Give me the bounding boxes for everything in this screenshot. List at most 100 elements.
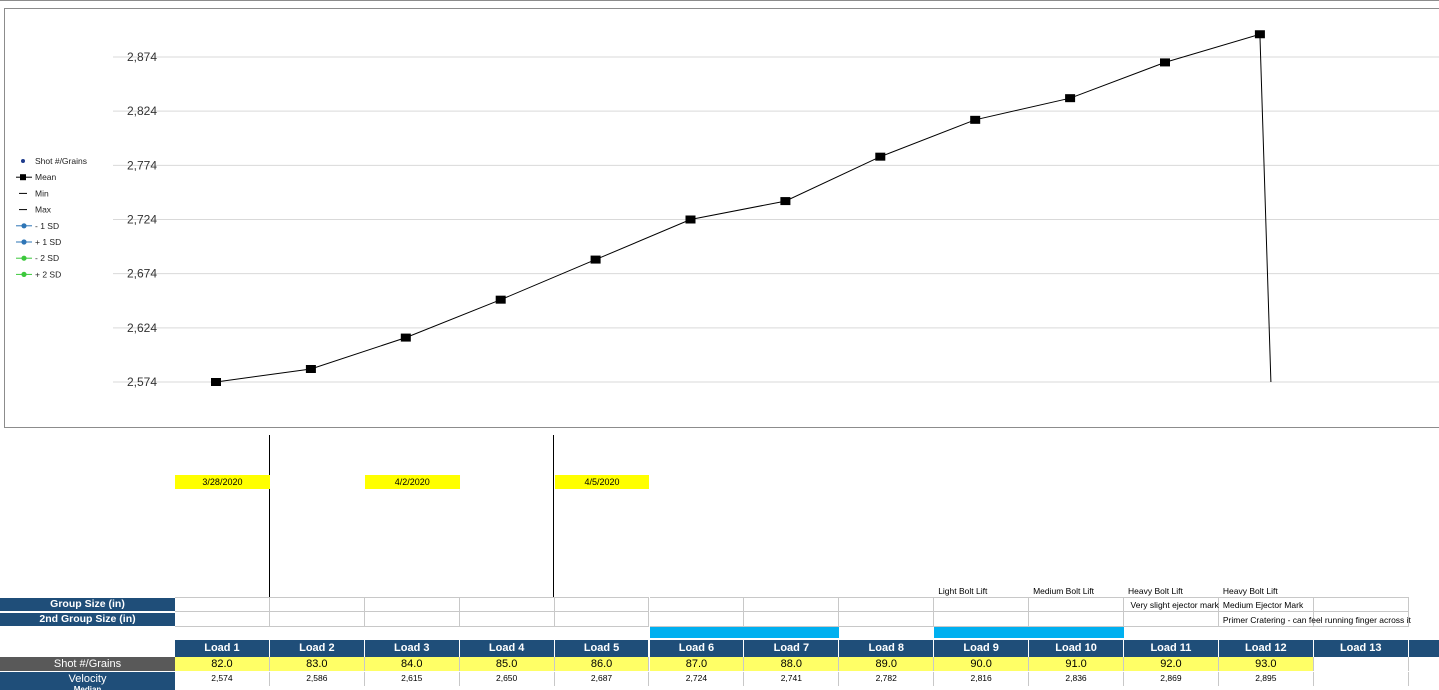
velocity-cell: 2,724 <box>650 672 745 686</box>
legend-label: Mean <box>35 172 57 182</box>
mean-point <box>970 115 981 124</box>
group-size-cell <box>649 597 745 612</box>
group-size-cell <box>175 597 270 612</box>
group-size-cell <box>744 597 840 612</box>
load-header: Load 8 <box>839 640 935 657</box>
load-header: L <box>1408 640 1439 657</box>
load-header: Load 4 <box>459 640 555 657</box>
y-tick-label: 2,724 <box>127 213 157 227</box>
group-size-cell <box>1313 597 1409 612</box>
load-header: Load 13 <box>1313 640 1409 657</box>
group-size-2-cell <box>554 612 650 627</box>
load-header: Load 12 <box>1218 640 1314 657</box>
legend-marker-dot <box>21 159 25 163</box>
group-size-2-cell <box>364 612 460 627</box>
grain-cell: 88.0 <box>744 657 840 671</box>
grain-cell: 92.0 <box>1124 657 1219 671</box>
legend-marker-circle <box>21 223 27 229</box>
grain-cell: 87.0 <box>649 657 745 671</box>
grain-cell <box>1313 657 1409 671</box>
group-size-cell <box>839 597 935 612</box>
mean-point <box>400 333 411 342</box>
grain-cell: 85.0 <box>459 657 555 671</box>
velocity-cell: 2,650 <box>460 672 555 686</box>
row-label-velocity: Velocity <box>0 672 175 686</box>
load-header: Load 3 <box>364 640 460 657</box>
velocity-cell: 2,615 <box>365 672 460 686</box>
mean-series-line <box>215 33 1272 383</box>
legend-label: - 1 SD <box>35 221 59 231</box>
velocity-cell <box>1314 672 1409 686</box>
group-size-cell <box>364 597 460 612</box>
velocity-cell <box>1409 672 1439 686</box>
date-cell: 4/2/2020 <box>364 475 460 489</box>
column-divider <box>553 435 554 597</box>
velocity-cell: 2,836 <box>1029 672 1124 686</box>
group-size-2-cell <box>934 612 1030 627</box>
mean-point <box>1254 30 1265 39</box>
date-cell: 4/5/2020 <box>554 475 650 489</box>
mean-point <box>211 378 221 386</box>
mean-point <box>590 255 601 264</box>
group-size-2-cell <box>175 612 270 627</box>
group-size-cell <box>1029 597 1124 612</box>
load-header: Load 11 <box>1124 640 1219 657</box>
group-size-2-cell <box>1218 612 1314 627</box>
note-text: Heavy Bolt Lift <box>1128 586 1183 596</box>
group-size-2-cell <box>1029 612 1124 627</box>
legend-marker-circle <box>21 255 27 261</box>
highlight-bar <box>649 627 840 638</box>
legend-marker-circle <box>21 239 27 245</box>
column-divider <box>269 435 270 597</box>
velocity-cell: 2,586 <box>270 672 365 686</box>
legend-label: + 1 SD <box>35 237 61 247</box>
grain-cell: 89.0 <box>839 657 935 671</box>
note-text: Primer Cratering - can feel running fing… <box>1222 615 1411 625</box>
group-size-cell <box>1218 597 1314 612</box>
y-tick-label: 2,774 <box>127 158 157 172</box>
row-label-group-size: Group Size (in) <box>0 598 175 611</box>
note-text: Light Bolt Lift <box>938 586 988 596</box>
load-header: Load 10 <box>1029 640 1124 657</box>
note-text: Medium Bolt Lift <box>1033 586 1095 596</box>
group-size-2-cell <box>649 612 745 627</box>
load-header: Load 5 <box>554 640 650 657</box>
mean-point <box>1160 58 1170 67</box>
legend-label: + 2 SD <box>35 269 61 279</box>
group-size-2-cell <box>1313 612 1409 627</box>
grain-cell: 86.0 <box>554 657 650 671</box>
velocity-cell: 2,782 <box>839 672 935 686</box>
mean-point <box>1065 94 1076 103</box>
legend-marker-circle <box>21 271 27 277</box>
group-size-2-cell <box>744 612 840 627</box>
legend-label: Shot #/Grains <box>35 156 87 166</box>
mean-point <box>780 197 791 206</box>
mean-point <box>875 152 886 161</box>
load-header: Load 6 <box>649 640 745 657</box>
velocity-cell: 2,816 <box>934 672 1030 686</box>
velocity-cell: 2,687 <box>555 672 650 686</box>
top-border <box>0 0 1439 1</box>
grain-cell: 91.0 <box>1029 657 1124 671</box>
row-label-2nd-group-size: 2nd Group Size (in) <box>0 613 175 626</box>
mean-point <box>685 215 696 224</box>
group-size-2-cell <box>839 612 935 627</box>
group-size-2-cell <box>1124 612 1219 627</box>
group-size-cell <box>459 597 555 612</box>
grain-cell: 84.0 <box>364 657 460 671</box>
y-tick-label: 2,824 <box>127 104 157 118</box>
y-tick-label: 2,674 <box>127 267 157 281</box>
date-cell: 3/28/2020 <box>175 475 270 489</box>
grain-cell <box>1408 657 1439 671</box>
row-label-shot-grains: Shot #/Grains <box>0 657 175 671</box>
note-text: Heavy Bolt Lift <box>1222 586 1278 596</box>
y-tick-label: 2,874 <box>127 50 157 64</box>
chart-area <box>4 8 1439 428</box>
load-header: Load 1 <box>175 640 270 657</box>
group-size-2-cell <box>269 612 365 627</box>
velocity-cell: 2,895 <box>1219 672 1314 686</box>
note-text: Medium Ejector Mark <box>1222 600 1304 610</box>
highlight-bar <box>934 627 1124 638</box>
velocity-cell: 2,574 <box>175 672 270 686</box>
mean-point <box>305 365 316 373</box>
